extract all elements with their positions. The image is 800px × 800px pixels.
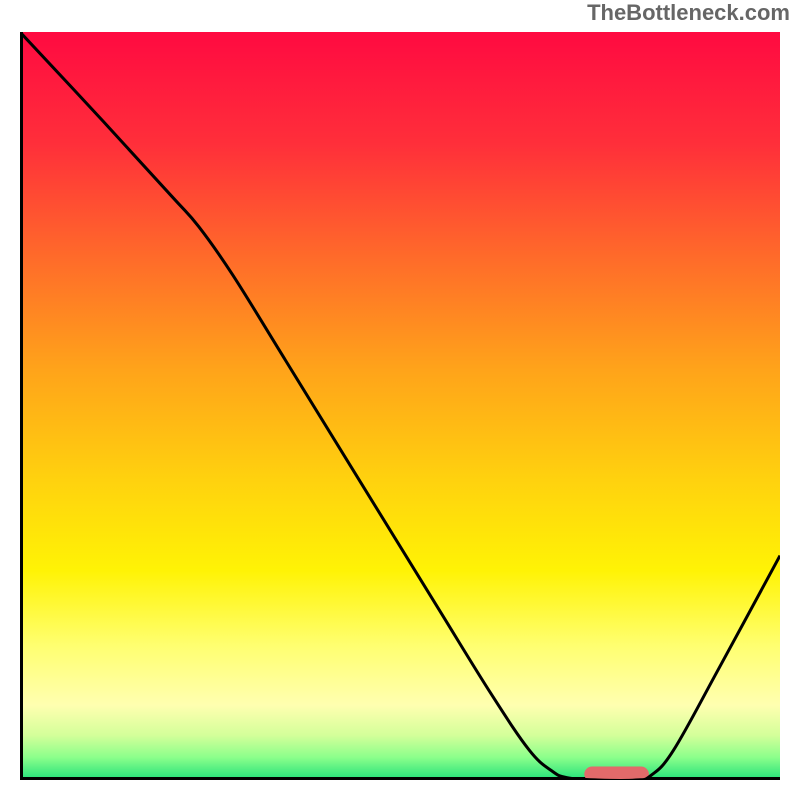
chart-container: { "watermark": { "text": "TheBottleneck.… <box>0 0 800 800</box>
highlight-marker <box>584 767 649 780</box>
watermark-text: TheBottleneck.com <box>587 0 790 26</box>
chart-svg <box>20 32 780 780</box>
chart-background <box>20 32 780 780</box>
